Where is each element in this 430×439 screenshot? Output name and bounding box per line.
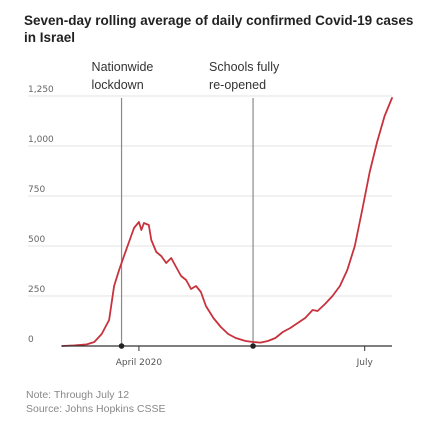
annotations: Nationwide lockdown Schools fully re-opened bbox=[92, 60, 280, 346]
annotation-label: re-opened bbox=[209, 78, 266, 92]
y-tick-label: 1,000 bbox=[28, 135, 54, 145]
event-marker bbox=[118, 343, 125, 349]
note-text: Note: Through July 12 bbox=[26, 389, 130, 401]
series-layer bbox=[61, 97, 393, 347]
chart-title: Seven-day rolling average of daily confi… bbox=[24, 13, 414, 45]
y-tick-label: 500 bbox=[28, 235, 45, 245]
y-tick-label: 250 bbox=[28, 285, 45, 295]
event-marker bbox=[250, 343, 256, 349]
grid-layer bbox=[28, 95, 392, 297]
y-tick-label: 0 bbox=[28, 335, 34, 345]
y-tick-label: 750 bbox=[28, 185, 45, 195]
annotation-label: Nationwide bbox=[92, 60, 154, 74]
x-tick-label: April 2020 bbox=[116, 358, 163, 368]
source-text: Source: Johns Hopkins CSSE bbox=[26, 403, 166, 415]
x-axis: April 2020 July bbox=[62, 345, 392, 368]
y-axis-ticks: 0 250 500 750 1,000 1,250 bbox=[28, 85, 54, 345]
footnotes: Note: Through July 12 Source: Johns Hopk… bbox=[26, 388, 165, 416]
markers bbox=[118, 343, 256, 349]
annotation-label: Schools fully bbox=[209, 60, 280, 74]
annotation-label: lockdown bbox=[92, 78, 144, 92]
y-tick-label: 1,250 bbox=[28, 85, 54, 95]
series-line bbox=[61, 97, 393, 347]
x-tick-label: July bbox=[356, 358, 374, 368]
